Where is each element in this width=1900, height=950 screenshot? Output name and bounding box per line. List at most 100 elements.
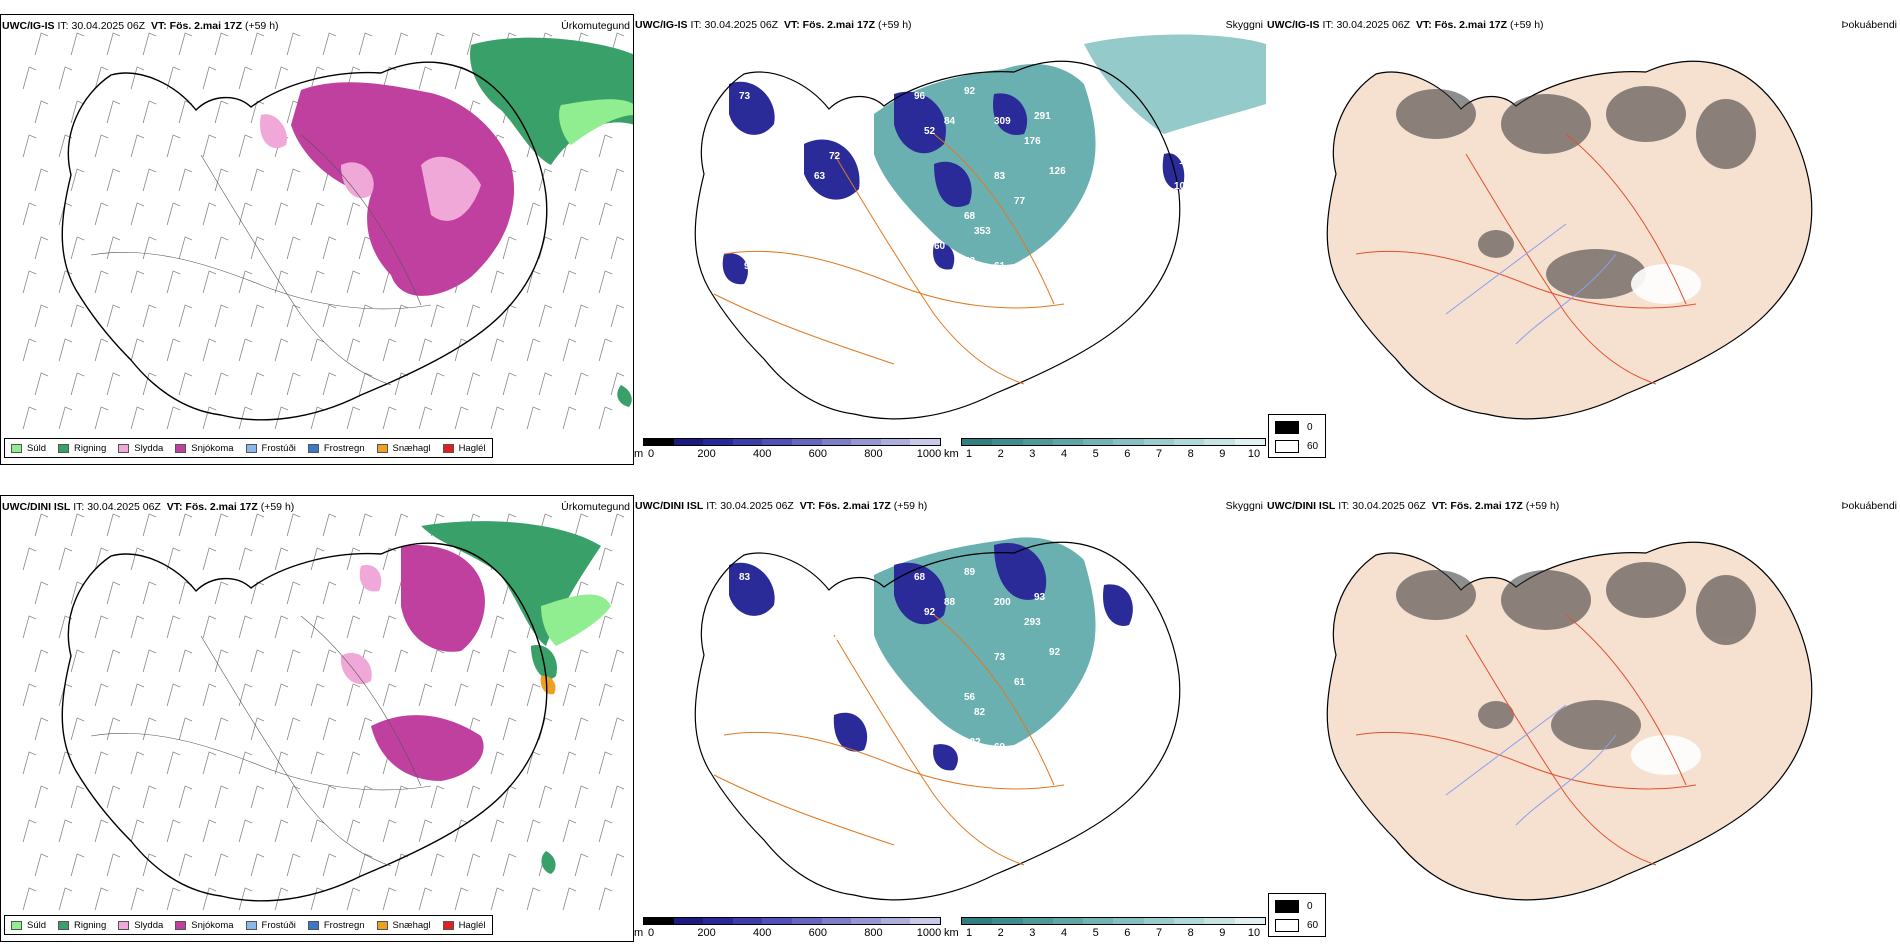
wind-barb	[286, 853, 301, 877]
wind-barb	[346, 270, 361, 294]
wind-barb	[214, 236, 229, 260]
legend-label: Snæhagl	[392, 919, 431, 931]
wind-barb	[94, 683, 109, 707]
precip-snow-area	[260, 82, 515, 296]
panel-dini-precip: UWC/DINI ISL IT: 30.04.2025 06Z VT: Fös. …	[0, 495, 634, 942]
wind-barb	[490, 683, 505, 707]
wind-barb	[214, 853, 229, 877]
colorbar-segment	[1143, 918, 1175, 924]
wind-barb	[178, 853, 193, 877]
legend-swatch	[376, 920, 388, 930]
wind-barb	[274, 887, 289, 911]
colorbar-segment	[992, 918, 1023, 924]
wind-barb	[202, 270, 217, 294]
wind-barb	[58, 202, 73, 226]
precip-rain-area	[470, 37, 633, 407]
wind-barb	[490, 887, 505, 911]
wind-barb	[562, 338, 577, 362]
legend-swatch	[11, 920, 22, 930]
colorbar-tick-label: 7	[1155, 927, 1163, 939]
wind-barb	[610, 649, 625, 673]
wind-barb	[286, 304, 301, 328]
wind-barb	[382, 406, 397, 430]
panel-header: UWC/IG-IS IT: 30.04.2025 06Z VT: Fös. 2.m…	[1267, 19, 1544, 31]
panel-header: UWC/DINI ISL IT: 30.04.2025 06Z VT: Fös. …	[2, 501, 295, 513]
colorbar-segment	[732, 439, 763, 445]
wind-barb	[502, 304, 517, 328]
wind-barb	[238, 66, 253, 90]
wind-barb	[346, 751, 361, 775]
wind-barb	[238, 134, 253, 158]
wind-barb	[358, 304, 373, 328]
wind-barb	[34, 372, 49, 396]
wind-barb	[142, 785, 157, 809]
legend-item-frostregn: Frostregn	[307, 920, 365, 931]
wind-barb	[130, 66, 145, 90]
wind-barb	[274, 270, 289, 294]
wind-barb	[34, 236, 49, 260]
colorbar-segment	[791, 439, 822, 445]
legend-swatch	[442, 443, 454, 453]
wind-barb	[598, 134, 613, 158]
wind-barb	[418, 66, 433, 90]
wind-barb	[22, 202, 37, 226]
wind-barb	[166, 202, 181, 226]
legend-item-frostregn: Frostregn	[307, 443, 365, 454]
wind-barb	[58, 406, 73, 430]
legend-swatch	[376, 443, 388, 453]
wind-barb	[382, 819, 397, 843]
wind-barb	[274, 547, 289, 571]
wind-barb	[526, 338, 541, 362]
wind-barb	[166, 615, 181, 639]
wind-barb	[322, 853, 337, 877]
wind-barb	[574, 513, 589, 537]
wind-barb	[310, 887, 325, 911]
legend-item-súld: Súld	[11, 920, 46, 931]
wind-barb	[214, 785, 229, 809]
wind-barb	[70, 372, 85, 396]
wind-barb	[22, 406, 37, 430]
fog-legend-60	[1275, 919, 1299, 932]
wind-barb	[562, 202, 577, 226]
ceiling-value-label: 89	[964, 567, 976, 578]
legend-label: Snjókoma	[191, 442, 234, 454]
fog-shading	[1396, 562, 1756, 750]
visibility-colorbar-bar	[961, 438, 1266, 446]
wind-barb	[382, 683, 397, 707]
wind-barb	[22, 134, 37, 158]
colorbar-segment	[851, 439, 881, 445]
map-dini-fog	[1326, 541, 1813, 901]
wind-barb	[202, 819, 217, 843]
wind-barb	[34, 100, 49, 124]
wind-barb	[274, 202, 289, 226]
wind-barb	[58, 270, 73, 294]
wind-barb	[214, 100, 229, 124]
product-label: Skyggni	[1225, 19, 1263, 31]
ceiling-value-label: 92	[964, 86, 976, 97]
wind-barb	[574, 372, 589, 396]
wind-barb	[34, 649, 49, 673]
ceiling-value-label: 88	[944, 597, 956, 608]
ceiling-value-label: 170	[1054, 236, 1071, 247]
wind-barb	[166, 819, 181, 843]
wind-barb	[142, 236, 157, 260]
wind-barb	[34, 32, 49, 56]
river-lines	[1445, 704, 1617, 826]
colorbar-segment	[851, 918, 881, 924]
colorbar-segment	[1204, 918, 1235, 924]
colorbar-tick-label: 4	[1060, 448, 1068, 460]
wind-barb	[22, 338, 37, 362]
wind-barb	[454, 683, 469, 707]
wind-barb	[394, 304, 409, 328]
ceiling-value-label: 92	[1049, 647, 1061, 658]
ceiling-value-label: 73	[739, 91, 751, 102]
fog-clear	[1631, 264, 1701, 304]
colorbar-segment	[962, 439, 993, 445]
colorbar-segment	[1022, 918, 1053, 924]
wind-barb	[562, 683, 577, 707]
colorbar-segment	[1174, 439, 1205, 445]
wind-barb	[22, 683, 37, 707]
colorbar-tick-label: 10	[1247, 448, 1261, 460]
colorbar-tick-label: 9	[1219, 448, 1226, 460]
